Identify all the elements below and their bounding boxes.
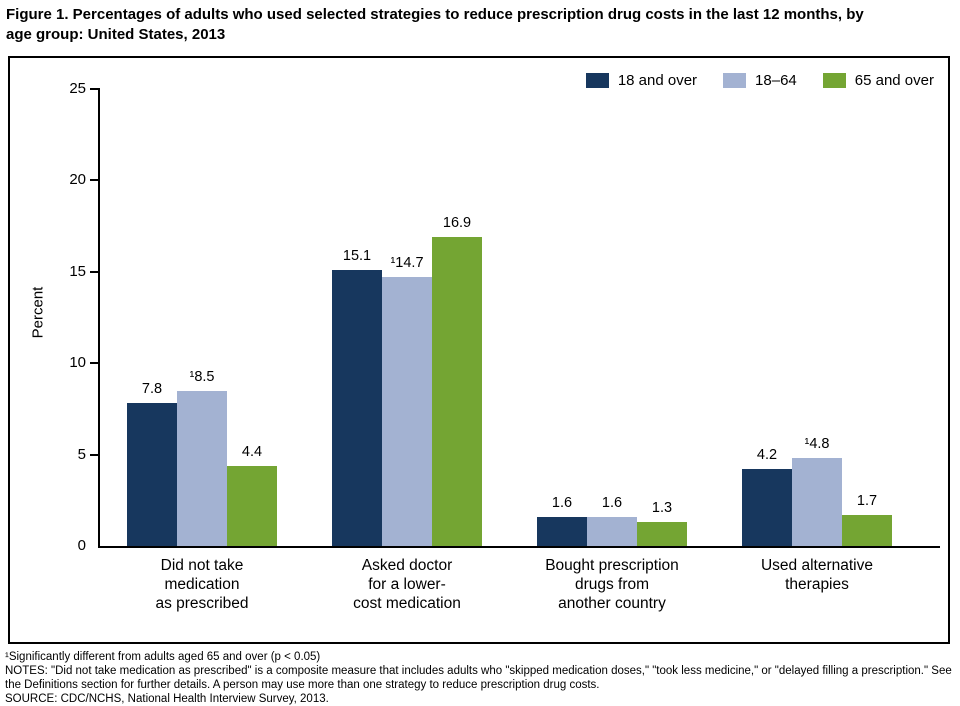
footnote-source: SOURCE: CDC/NCHS, National Health Interv… (5, 693, 329, 705)
y-tick-label: 20 (69, 171, 86, 189)
bar-value-label: 4.4 (241, 444, 263, 460)
y-tick-label: 0 (77, 537, 86, 554)
bar-value-label: ¹8.5 (189, 369, 215, 385)
y-tick-label: 10 (69, 354, 86, 372)
bar (382, 277, 432, 546)
bar (792, 458, 842, 546)
bar (227, 466, 277, 546)
legend-item: 18–64 (723, 72, 797, 89)
footnotes: ¹Significantly different from adults age… (5, 650, 953, 706)
legend-item: 65 and over (822, 72, 934, 89)
plot-area: 0 5 10 15 20 25 7.8 ¹8.5 4.4 Did not take medicat… (10, 58, 948, 642)
y-axis-line (98, 88, 100, 548)
legend-label: 65 and over (854, 72, 934, 89)
bar (842, 515, 892, 546)
legend-item: 18 and over (585, 72, 698, 89)
y-tick-mark (90, 270, 99, 273)
legend-swatch (723, 73, 747, 88)
bar (177, 391, 227, 546)
bar (432, 237, 482, 546)
category-label: Used alternative therapies (760, 557, 873, 593)
bar-group: 15.1 ¹14.7 16.9 (332, 58, 482, 546)
y-tick-label: 5 (77, 445, 86, 463)
y-tick-mark (90, 453, 99, 456)
bar-group: 4.2 ¹4.8 1.7 (742, 58, 892, 546)
footnote-significance: ¹Significantly different from adults age… (5, 651, 321, 663)
y-tick-label: 15 (69, 262, 86, 280)
bar-value-label: ¹4.8 (804, 436, 830, 452)
bar-group: 7.8 ¹8.5 4.4 (127, 58, 277, 546)
legend-swatch (585, 73, 609, 88)
bar-value-label: 4.2 (756, 447, 778, 463)
bar-value-label: 15.1 (342, 248, 372, 264)
legend-label: 18–64 (755, 72, 797, 89)
bar-value-label: ¹14.7 (390, 255, 424, 271)
bar (537, 517, 587, 546)
y-tick-mark (90, 179, 99, 182)
y-tick-label: 25 (69, 80, 86, 97)
bar-value-label: 7.8 (141, 381, 163, 397)
figure-title: Figure 1. Percentages of adults who used… (6, 6, 864, 43)
legend-swatch (822, 73, 846, 88)
bar-value-label: 1.7 (856, 493, 878, 509)
category-label: Asked doctor for a lower- cost medicatio… (353, 557, 461, 612)
bar-value-label: 1.6 (601, 495, 623, 511)
legend-label: 18 and over (617, 72, 698, 89)
bar-group: 1.6 1.6 1.3 (537, 58, 687, 546)
bar (587, 517, 637, 546)
legend: 18 and over 18–64 65 and over (585, 72, 934, 89)
bar-value-label: 1.6 (551, 495, 573, 511)
bar (332, 270, 382, 546)
y-tick-mark (90, 362, 99, 365)
category-label: Did not take medication as prescribed (155, 557, 249, 612)
x-axis-line (98, 546, 940, 548)
bar (127, 403, 177, 546)
category-label: Bought prescription drugs from another c… (545, 557, 679, 612)
bar-value-label: 1.3 (651, 500, 673, 516)
bar (742, 469, 792, 546)
chart-frame: 18 and over 18–64 65 and over Percent 0 5 10… (8, 56, 950, 644)
y-tick-mark (90, 88, 99, 90)
footnote-notes: NOTES: "Did not take medication as presc… (5, 665, 952, 691)
bar-value-label: 16.9 (442, 215, 472, 231)
bar (637, 522, 687, 546)
